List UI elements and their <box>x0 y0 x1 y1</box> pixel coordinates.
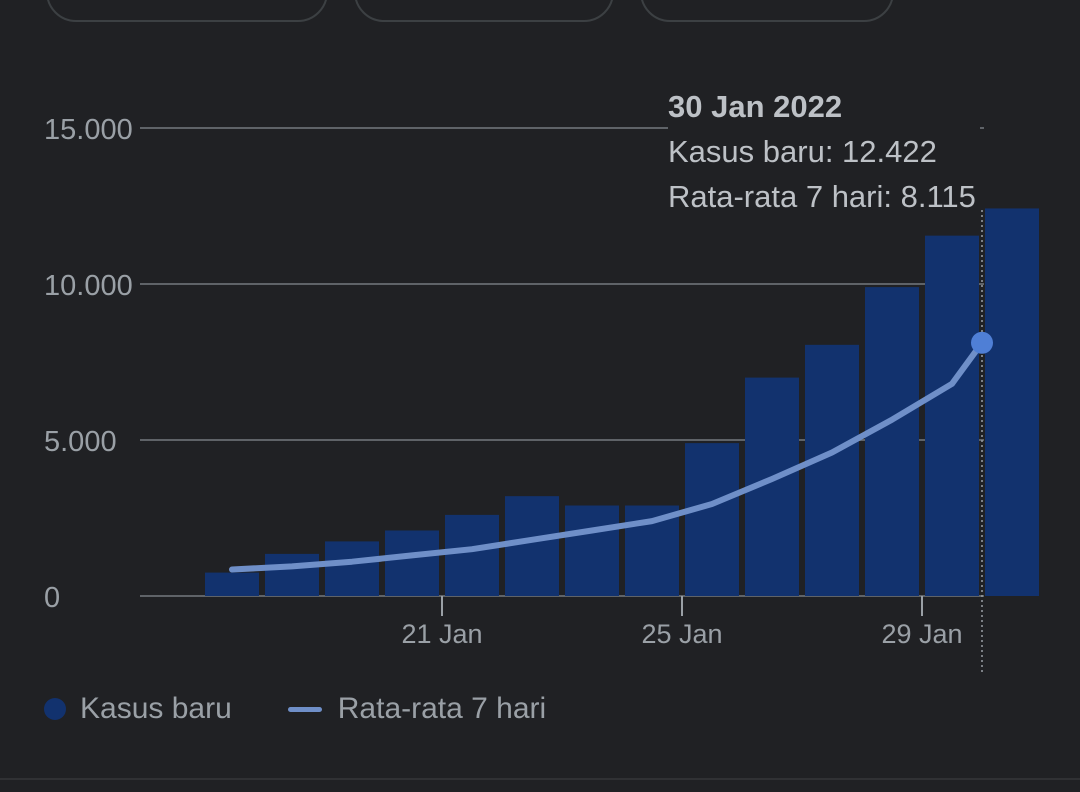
y-axis-labels: 0 5.000 10.000 15.000 <box>44 114 133 614</box>
bar[interactable] <box>445 514 499 596</box>
x-tick-label: 21 Jan <box>401 619 482 649</box>
divider <box>0 778 1080 780</box>
tooltip-cases: Kasus baru: 12.422 <box>668 134 937 169</box>
cases-chart: 0 5.000 10.000 15.000 21 Jan 25 Jan 29 Jan <box>44 114 1039 672</box>
avg-line <box>229 331 993 573</box>
bar[interactable] <box>925 235 979 596</box>
bar[interactable] <box>325 541 379 596</box>
bar[interactable] <box>565 505 619 596</box>
legend-cases-label: Kasus baru <box>80 692 232 725</box>
bar[interactable] <box>685 443 739 596</box>
x-tick-label: 25 Jan <box>641 619 722 649</box>
bars[interactable] <box>205 208 1039 596</box>
x-axis: 21 Jan 25 Jan 29 Jan <box>401 210 983 672</box>
legend-avg-line-icon <box>287 706 322 712</box>
chart-tooltip: 30 Jan 2022 Kasus baru: 12.422 Rata-rata… <box>668 84 980 219</box>
bar[interactable] <box>385 530 439 596</box>
tooltip-avg: Rata-rata 7 hari: 8.115 <box>668 179 976 214</box>
bar[interactable] <box>805 344 859 596</box>
bar[interactable] <box>985 208 1039 596</box>
avg-line-path <box>229 339 985 573</box>
y-tick-label: 0 <box>44 582 60 614</box>
selected-point-marker <box>971 331 993 354</box>
bar[interactable] <box>505 496 559 596</box>
y-tick-label: 10.000 <box>44 270 133 302</box>
bar[interactable] <box>265 553 319 596</box>
legend-avg-label: Rata-rata 7 hari <box>337 692 547 725</box>
x-tick-label: 29 Jan <box>881 619 962 649</box>
y-tick-label: 15.000 <box>44 114 133 146</box>
legend-cases-dot-icon <box>44 698 66 720</box>
bar[interactable] <box>205 572 259 596</box>
tooltip-date: 30 Jan 2022 <box>668 89 843 124</box>
chart-legend: Kasus baru Rata-rata 7 hari <box>44 692 546 726</box>
y-tick-label: 5.000 <box>44 426 117 458</box>
bar[interactable] <box>865 287 919 596</box>
